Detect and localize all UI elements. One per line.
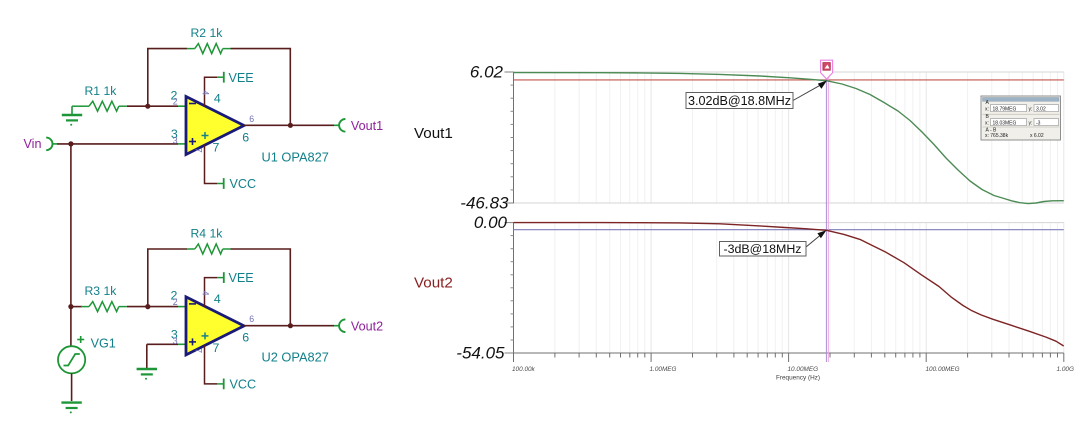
svg-text:0.00: 0.00 (474, 213, 508, 232)
svg-text:18.03MEG: 18.03MEG (993, 120, 1017, 126)
svg-text:Vout2: Vout2 (414, 274, 453, 291)
svg-text:3: 3 (171, 127, 178, 141)
svg-text:Vout1: Vout1 (351, 119, 383, 133)
svg-text:Vin: Vin (24, 137, 42, 151)
svg-text:2: 2 (171, 88, 178, 102)
svg-text:Vout2: Vout2 (351, 320, 383, 334)
svg-text:y:: y: (1029, 107, 1033, 113)
svg-text:x: 765.38k: x: 765.38k (985, 133, 1009, 139)
svg-text:A - B: A - B (986, 128, 998, 134)
svg-text:R1 1k: R1 1k (85, 84, 118, 98)
svg-text:R2 1k: R2 1k (191, 26, 224, 40)
svg-text:VCC: VCC (230, 177, 257, 191)
svg-text:U1 OPA827: U1 OPA827 (262, 149, 329, 164)
svg-text:7: 7 (194, 148, 204, 153)
svg-text:100.00MEG: 100.00MEG (926, 366, 960, 373)
svg-text:-3: -3 (1036, 120, 1041, 126)
svg-text:A: A (986, 100, 990, 106)
svg-text:Frequency (Hz): Frequency (Hz) (776, 375, 820, 382)
svg-text:6: 6 (242, 130, 249, 144)
svg-text:4: 4 (214, 292, 221, 306)
svg-text:x:: x: (985, 121, 989, 127)
svg-text:3.02dB@18.8MHz: 3.02dB@18.8MHz (688, 94, 791, 108)
svg-text:VG1: VG1 (91, 336, 116, 350)
svg-text:Vout1: Vout1 (414, 125, 453, 142)
svg-text:VEE: VEE (229, 271, 254, 285)
svg-text:-3dB@18MHz: -3dB@18MHz (724, 242, 802, 256)
svg-text:VEE: VEE (229, 71, 254, 85)
svg-text:100.00k: 100.00k (512, 366, 536, 373)
svg-text:-46.83: -46.83 (460, 194, 509, 213)
svg-text:4: 4 (201, 90, 211, 95)
svg-text:1.00G: 1.00G (1057, 366, 1074, 373)
svg-text:4: 4 (201, 291, 211, 296)
svg-text:x:: x: (985, 107, 989, 113)
svg-text:2: 2 (171, 289, 178, 303)
svg-text:10.00MEG: 10.00MEG (788, 366, 819, 373)
svg-text:3: 3 (173, 336, 178, 346)
svg-text:6: 6 (242, 331, 249, 345)
svg-text:6: 6 (249, 314, 254, 324)
svg-text:7: 7 (213, 141, 220, 155)
svg-text:-54.05: -54.05 (456, 343, 505, 362)
svg-text:4: 4 (214, 92, 221, 106)
svg-text:18.79MEG: 18.79MEG (993, 106, 1017, 112)
svg-text:R4 1k: R4 1k (191, 227, 224, 241)
svg-text:3: 3 (171, 328, 178, 342)
svg-text:1.00MEG: 1.00MEG (650, 366, 677, 373)
svg-text:3: 3 (173, 135, 178, 145)
svg-text:2: 2 (173, 97, 178, 107)
svg-text:3.02: 3.02 (1036, 106, 1046, 112)
svg-text:B: B (986, 114, 990, 120)
svg-text:U2 OPA827: U2 OPA827 (262, 350, 329, 365)
svg-text:x 6.02: x 6.02 (1030, 133, 1044, 139)
svg-text:6: 6 (249, 114, 254, 124)
svg-text:2: 2 (173, 297, 178, 307)
svg-text:7: 7 (194, 348, 204, 353)
svg-text:y:: y: (1029, 121, 1033, 127)
svg-text:VCC: VCC (230, 378, 257, 392)
svg-text:R3 1k: R3 1k (85, 284, 118, 298)
svg-text:7: 7 (213, 341, 220, 355)
svg-text:6.02: 6.02 (470, 62, 504, 81)
